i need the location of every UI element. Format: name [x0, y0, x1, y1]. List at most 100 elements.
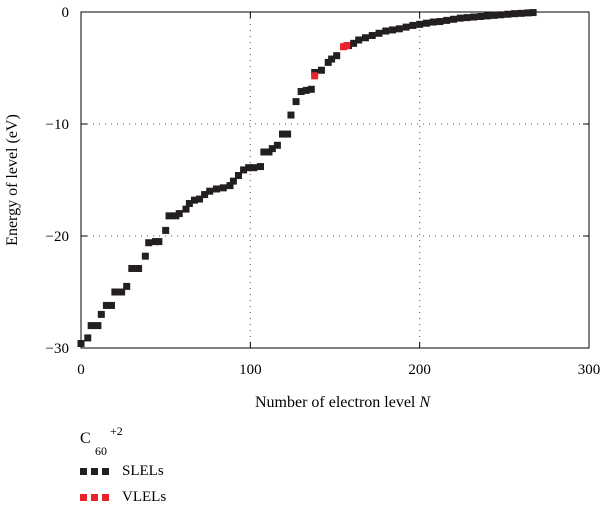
legend-title-sup: +2	[110, 424, 123, 438]
slel-point	[287, 111, 295, 119]
slel-point	[328, 55, 336, 63]
slel-point	[375, 29, 383, 37]
slel-point	[123, 282, 131, 290]
slel-point	[361, 34, 369, 42]
legend-item-vlels: VLELs	[80, 484, 166, 510]
x-tick-label: 300	[578, 362, 600, 378]
slel-point	[297, 88, 305, 96]
slel-point	[97, 310, 105, 318]
legend-title-base: C	[80, 430, 91, 447]
y-axis-ticks: 0 −10 −20 −30	[46, 5, 589, 357]
slel-point	[102, 301, 110, 309]
x-axis-ticks: 0 100 200 300	[77, 12, 600, 378]
legend-label-slels: SLELs	[122, 462, 164, 479]
slel-point	[504, 10, 512, 18]
legend-title-sub: 60	[95, 444, 107, 458]
slel-point	[409, 21, 417, 29]
slel-point	[284, 130, 292, 138]
vlel-point	[343, 42, 351, 50]
slel-point	[524, 9, 532, 17]
slel-point	[118, 288, 126, 296]
slel-marker-icon	[80, 467, 116, 475]
slel-point	[268, 145, 276, 153]
slel-point	[111, 288, 119, 296]
slel-point	[395, 25, 403, 33]
slel-point	[84, 334, 92, 342]
slel-point	[463, 14, 471, 22]
slel-point	[229, 177, 237, 185]
slel-point	[240, 166, 248, 174]
slel-point	[145, 239, 153, 247]
x-axis-title-var: N	[418, 394, 431, 411]
slel-point	[182, 205, 190, 213]
y-tick-label: −20	[46, 229, 69, 245]
slel-point	[128, 264, 136, 272]
slel-point	[94, 322, 102, 330]
chart: 0 100 200 300 0 −10 −20 −30 Number of electron…	[4, 5, 600, 411]
slel-point	[87, 322, 95, 330]
slel-point	[517, 9, 525, 17]
slel-point	[422, 19, 430, 27]
legend-label-vlels: VLELs	[122, 488, 167, 505]
slel-point	[219, 184, 227, 192]
x-tick-label: 200	[408, 362, 431, 378]
slel-point	[429, 18, 437, 26]
slel-point	[497, 11, 505, 19]
vlel-point	[311, 72, 319, 80]
slel-point	[279, 130, 287, 138]
y-tick-label: −30	[46, 341, 69, 357]
slel-point	[307, 85, 315, 93]
slel-point	[389, 26, 397, 34]
legend: C 60 +2 SLELs VLELs	[80, 424, 166, 510]
slel-point	[260, 148, 268, 156]
slel-point	[135, 264, 143, 272]
slel-point	[483, 12, 491, 20]
slel-point	[292, 98, 300, 106]
slel-point	[333, 52, 341, 60]
slel-point	[510, 10, 518, 18]
slel-point	[436, 18, 444, 26]
slel-point	[201, 191, 209, 199]
slel-point	[250, 164, 258, 172]
slel-point	[141, 252, 149, 260]
slel-point	[368, 32, 376, 40]
slel-point	[402, 23, 410, 31]
y-tick-label: −10	[46, 117, 69, 133]
slel-point	[302, 86, 310, 94]
slel-point	[477, 12, 485, 20]
y-axis-title: Energy of level (eV)	[4, 114, 21, 246]
slel-point	[245, 164, 253, 172]
x-tick-label: 0	[77, 362, 85, 378]
slel-point	[382, 27, 390, 35]
slel-point	[212, 185, 220, 193]
slel-point	[196, 195, 204, 203]
slel-point	[77, 340, 85, 348]
slel-point	[350, 39, 358, 47]
slel-point	[155, 238, 163, 246]
legend-item-slels: SLELs	[80, 458, 166, 484]
grid	[81, 12, 589, 348]
x-axis-title: Number of electron level N	[255, 394, 431, 411]
vlel-marker-icon	[80, 493, 116, 501]
x-tick-label: 100	[239, 362, 262, 378]
slel-point	[490, 11, 498, 19]
slel-point	[470, 13, 478, 21]
slel-point	[206, 187, 214, 195]
slel-point	[416, 20, 424, 28]
slel-point	[107, 301, 115, 309]
slel-point	[450, 15, 458, 23]
slel-point	[190, 196, 198, 204]
slel-point	[162, 226, 170, 234]
slel-point	[226, 182, 234, 190]
slel-point	[185, 200, 193, 208]
slel-point	[443, 16, 451, 24]
data-points	[77, 9, 537, 348]
slel-point	[175, 210, 183, 218]
slel-point	[256, 163, 264, 171]
slel-point	[529, 9, 537, 17]
slel-point	[456, 14, 464, 22]
legend-title: C 60 +2	[80, 424, 166, 458]
slel-point	[317, 66, 325, 74]
slel-point	[234, 172, 242, 180]
y-tick-label: 0	[62, 5, 70, 21]
